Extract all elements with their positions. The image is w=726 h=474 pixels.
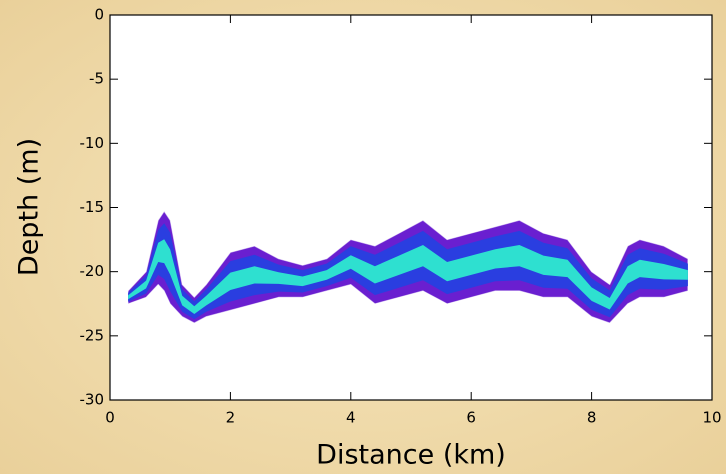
x-tick-label: 0: [105, 409, 115, 427]
x-tick-label: 6: [466, 409, 476, 427]
x-tick-label: 2: [226, 409, 236, 427]
x-axis-title: Distance (km): [316, 440, 506, 471]
y-tick-label: -20: [80, 262, 105, 280]
y-tick-label: -5: [89, 70, 104, 88]
y-tick-label: -10: [80, 134, 105, 152]
y-tick-label: 0: [94, 6, 104, 24]
y-tick-label: -30: [80, 391, 105, 409]
x-tick-label: 10: [702, 409, 721, 427]
x-tick-label: 4: [346, 409, 356, 427]
y-tick-label: -15: [80, 198, 105, 216]
plot-area: [109, 14, 713, 401]
y-axis-title: Depth (m): [14, 138, 45, 276]
layer-band-core: [128, 239, 688, 314]
x-tick-label: 8: [587, 409, 597, 427]
y-tick-label: -25: [80, 326, 105, 344]
